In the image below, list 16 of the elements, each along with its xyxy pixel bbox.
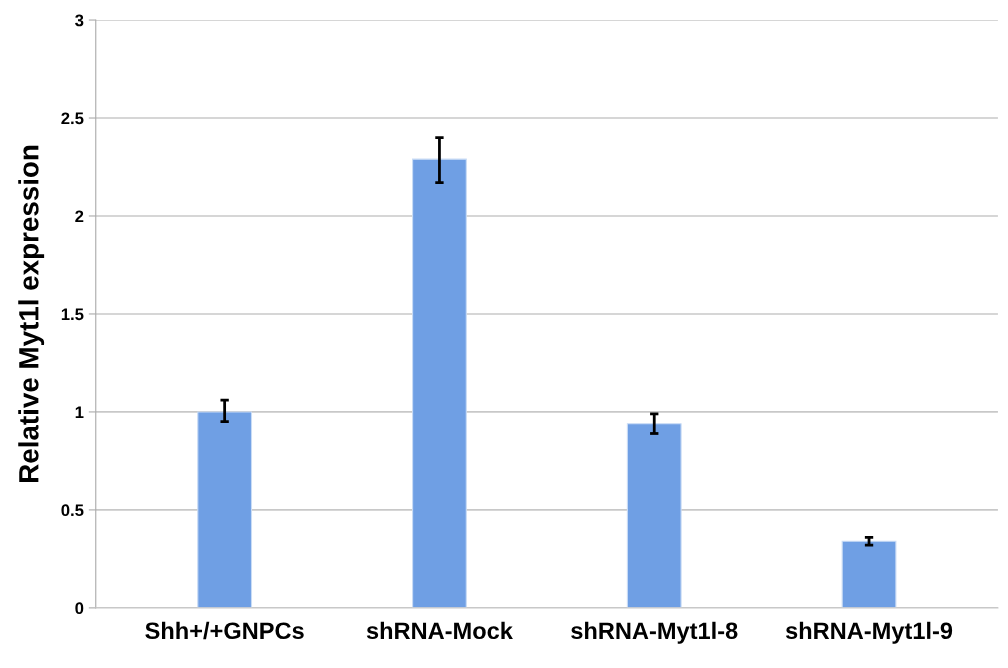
bar <box>626 423 682 608</box>
y-tick-label: 1.5 <box>61 308 84 321</box>
bar <box>841 540 897 608</box>
x-tick-label: shRNA-Myt1l-8 <box>571 621 738 644</box>
y-axis-title: Relative Myt1l expression <box>18 145 45 482</box>
y-tick-label: 0.5 <box>61 504 84 517</box>
bar <box>412 158 467 608</box>
y-tick-label: 0 <box>75 602 84 615</box>
y-tick-label: 3 <box>75 14 84 27</box>
y-tick-label: 2 <box>75 210 84 223</box>
x-tick-label: Shh+/+GNPCs <box>145 621 304 640</box>
y-tick-label: 2.5 <box>61 112 84 125</box>
x-tick-label: shRNA-Mock <box>366 621 513 640</box>
bar <box>197 411 253 608</box>
y-tick-label: 1 <box>75 406 84 418</box>
x-tick-label: shRNA-Myt1l-9 <box>785 621 953 644</box>
